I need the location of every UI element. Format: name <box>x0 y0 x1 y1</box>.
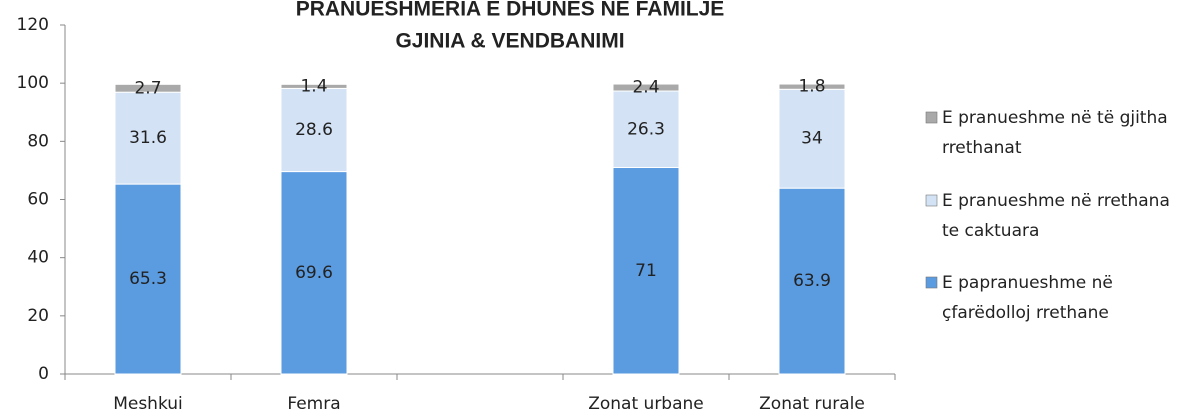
y-tick-label: 20 <box>27 306 49 326</box>
legend-line: çfarëdolloj rrethane <box>942 303 1109 323</box>
bar-segment <box>114 91 182 185</box>
x-tick-label: Meshkui <box>113 394 183 412</box>
y-tick-label: 40 <box>27 248 49 268</box>
data-label: 34 <box>801 129 823 149</box>
legend-label: E papranueshme në çfarëdolloj rrethane <box>942 273 1118 323</box>
data-label: 2.4 <box>632 78 659 98</box>
bar-segment <box>612 167 680 375</box>
legend-swatch <box>925 276 938 289</box>
chart-subtitle: GJINIA & VENDBANIMI <box>395 30 624 53</box>
data-label: 2.7 <box>134 78 161 98</box>
legend-line: te caktuara <box>942 221 1039 241</box>
bar-segment <box>612 90 680 169</box>
x-tick-label: Femra <box>287 394 340 412</box>
bar-segment <box>612 83 680 92</box>
y-tick-label: 120 <box>17 15 49 35</box>
data-label: 63.9 <box>793 271 831 291</box>
data-label: 69.6 <box>295 263 333 283</box>
chart-title: PRANUESHMERIA E DHUNES NE FAMILJE <box>296 0 725 21</box>
bar-segment <box>778 88 846 189</box>
y-tick-label: 100 <box>17 73 49 93</box>
data-label: 65.3 <box>129 269 167 289</box>
legend-line: E papranueshme në <box>942 273 1118 293</box>
legend-line: E pranueshme në të gjitha <box>942 108 1173 128</box>
data-label: 1.8 <box>798 77 825 97</box>
bar-segment <box>280 83 348 89</box>
bar-segment <box>114 83 182 93</box>
x-tick-label: Zonat urbane <box>588 394 704 412</box>
bar-segment <box>280 171 348 375</box>
legend-label: E pranueshme në rrethana te caktuara <box>942 191 1175 241</box>
data-label: 1.4 <box>300 76 327 96</box>
bar-segment <box>778 83 846 90</box>
legend-swatch <box>925 194 938 207</box>
data-label: 71 <box>635 261 657 281</box>
bar-segment <box>778 187 846 375</box>
bar-segment <box>114 183 182 375</box>
legend-swatch <box>925 111 938 124</box>
legend-line: rrethanat <box>942 138 1022 158</box>
y-tick-label: 60 <box>27 190 49 210</box>
data-label: 26.3 <box>627 119 665 139</box>
y-tick-label: 80 <box>27 131 49 151</box>
data-label: 28.6 <box>295 120 333 140</box>
y-tick-label: 0 <box>38 364 49 384</box>
data-label: 31.6 <box>129 128 167 148</box>
x-tick-label: Zonat rurale <box>759 394 865 412</box>
legend-label: E pranueshme në të gjitha rrethanat <box>942 108 1173 158</box>
legend-line: E pranueshme në rrethana <box>942 191 1175 211</box>
